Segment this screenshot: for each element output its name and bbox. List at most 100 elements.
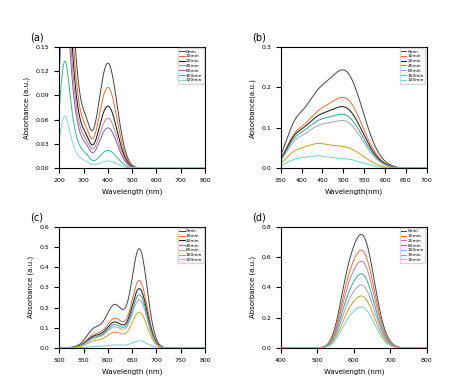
- 40min: [397, 165, 403, 170]
- Line: 10min: 10min: [59, 280, 205, 348]
- 10min: [133, 165, 139, 170]
- 10min: [371, 321, 377, 325]
- Line: 0min: 0min: [59, 0, 205, 167]
- Text: (a): (a): [30, 33, 44, 43]
- 320min: [287, 159, 292, 163]
- 0min: [154, 338, 160, 343]
- 80min: [278, 158, 283, 163]
- 30min: [371, 314, 377, 318]
- 0min: [424, 165, 429, 170]
- 320min: [56, 345, 62, 350]
- 80min: [424, 346, 429, 350]
- 320min: [367, 163, 373, 167]
- 80min: [424, 165, 429, 170]
- 0min: [106, 61, 111, 66]
- 10min: [120, 143, 126, 148]
- 80min: [81, 138, 87, 143]
- 320min: [154, 345, 160, 350]
- Line: 80min: 80min: [281, 274, 427, 348]
- 10min: [287, 346, 292, 350]
- 160min: [56, 106, 62, 111]
- 20min: [363, 136, 368, 141]
- 0min: [202, 165, 208, 170]
- 0min: [371, 276, 377, 280]
- 80min: [367, 149, 373, 153]
- 160min: [202, 165, 208, 170]
- 40min: [166, 345, 172, 350]
- 20min: [371, 151, 377, 155]
- 80min: [287, 346, 292, 350]
- 160min: [128, 165, 134, 170]
- 320min: [404, 165, 410, 170]
- Line: 0min: 0min: [59, 249, 205, 348]
- 80min: [367, 285, 373, 289]
- 10min: [363, 131, 368, 136]
- 160min: [94, 338, 100, 343]
- 40min: [367, 146, 373, 151]
- 160min: [202, 345, 208, 350]
- 10min: [424, 346, 429, 350]
- 80min: [278, 346, 283, 350]
- 0min: [363, 118, 368, 122]
- 10min: [106, 85, 111, 90]
- 15min: [363, 253, 368, 258]
- Line: 160min: 160min: [281, 143, 427, 168]
- 40min: [287, 142, 292, 147]
- 40min: [76, 118, 82, 123]
- 20min: [287, 140, 292, 145]
- 80min: [404, 165, 410, 170]
- Line: 0min: 0min: [281, 234, 427, 348]
- 20min: [339, 104, 345, 109]
- 40min: [278, 157, 283, 162]
- Line: 40min: 40min: [281, 114, 427, 168]
- 10min: [166, 345, 172, 350]
- 320min: [81, 158, 87, 162]
- 20min: [389, 164, 394, 169]
- 160min: [371, 161, 377, 165]
- 20min: [106, 104, 111, 108]
- 160min: [287, 152, 292, 157]
- 20min: [398, 165, 403, 170]
- 10min: [389, 164, 394, 169]
- 320min: [137, 165, 142, 170]
- 20min: [202, 345, 208, 350]
- 10min: [202, 345, 208, 350]
- 40min: [143, 307, 148, 311]
- 10min: [143, 296, 148, 301]
- Text: (d): (d): [252, 213, 265, 222]
- 25min: [287, 346, 292, 350]
- 0min: [94, 324, 100, 329]
- 160min: [106, 148, 111, 153]
- 0min: [424, 346, 429, 350]
- 320min: [371, 163, 377, 168]
- 40min: [202, 165, 208, 170]
- 40min: [82, 341, 88, 345]
- 80min: [371, 300, 377, 305]
- 10min: [56, 6, 62, 11]
- 160min: [62, 59, 68, 64]
- 80min: [106, 126, 111, 130]
- 80min: [137, 165, 142, 170]
- 15min: [389, 341, 394, 346]
- 25min: [367, 274, 373, 279]
- 0min: [401, 165, 406, 170]
- 20min: [154, 341, 160, 346]
- X-axis label: Wavelength (nm): Wavelength (nm): [102, 188, 162, 195]
- 15min: [404, 346, 410, 350]
- 160min: [404, 165, 410, 170]
- 20min: [143, 302, 148, 307]
- 320min: [386, 165, 392, 170]
- 0min: [404, 346, 410, 350]
- 40min: [120, 152, 126, 157]
- 10min: [399, 165, 404, 170]
- 20min: [120, 149, 126, 153]
- 10min: [287, 139, 292, 143]
- 10min: [363, 307, 368, 312]
- 320min: [124, 165, 130, 170]
- 160min: [389, 165, 394, 170]
- 20min: [94, 333, 100, 337]
- 80min: [202, 165, 208, 170]
- 0min: [287, 346, 292, 350]
- 10min: [133, 165, 139, 170]
- 0min: [81, 108, 87, 113]
